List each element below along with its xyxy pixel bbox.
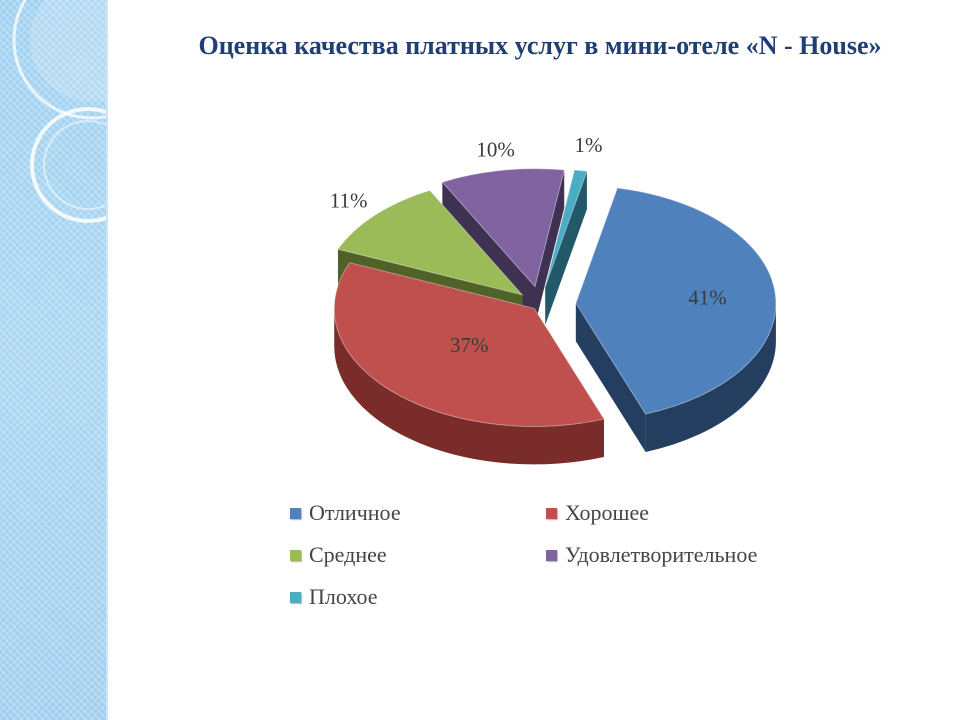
data-label-2: 37%: [450, 333, 489, 357]
pie-slice-5: [544, 169, 588, 325]
decorative-circles: [12, 0, 106, 223]
legend-swatch: [546, 507, 557, 519]
pie-slice-top: [333, 262, 605, 427]
pie-slice-top: [575, 187, 777, 415]
data-label-1: 41%: [688, 286, 727, 310]
legend-swatch: [290, 549, 301, 561]
legend-item-4: Удовлетворительное: [546, 542, 757, 568]
data-label-5: 1%: [575, 133, 603, 157]
legend-label: Удовлетворительное: [565, 542, 758, 567]
legend-item-2: Хорошее: [546, 500, 649, 526]
pie-slice-1: [575, 187, 777, 452]
pie-slice-top: [337, 189, 524, 296]
legend-swatch: [290, 591, 301, 603]
pie-slice-wall: [575, 303, 646, 452]
legend-swatch: [290, 507, 301, 519]
pie-slice-side: [645, 303, 776, 452]
legend-item-3: Среднее: [290, 542, 387, 568]
pie-slice-2: [333, 262, 605, 465]
data-label-4: 10%: [476, 137, 515, 161]
legend-item-5: Плохое: [290, 584, 378, 610]
decorative-side-band: [0, 0, 108, 720]
pie-slice-side: [334, 308, 604, 465]
pie-slice-wall: [545, 171, 587, 325]
legend-item-1: Отличное: [290, 500, 401, 526]
slide-title: Оценка качества платных услуг в мини-оте…: [198, 31, 882, 60]
legend-label: Отличное: [309, 500, 401, 525]
legend-label: Хорошее: [565, 500, 649, 525]
pie-slice-top: [441, 168, 565, 288]
legend-label: Среднее: [309, 542, 387, 567]
legend-label: Плохое: [309, 584, 378, 609]
legend-swatch: [546, 549, 557, 561]
data-label-3: 11%: [330, 189, 368, 213]
pie-slice-top: [544, 169, 588, 287]
pie-slice-wall: [534, 169, 565, 325]
